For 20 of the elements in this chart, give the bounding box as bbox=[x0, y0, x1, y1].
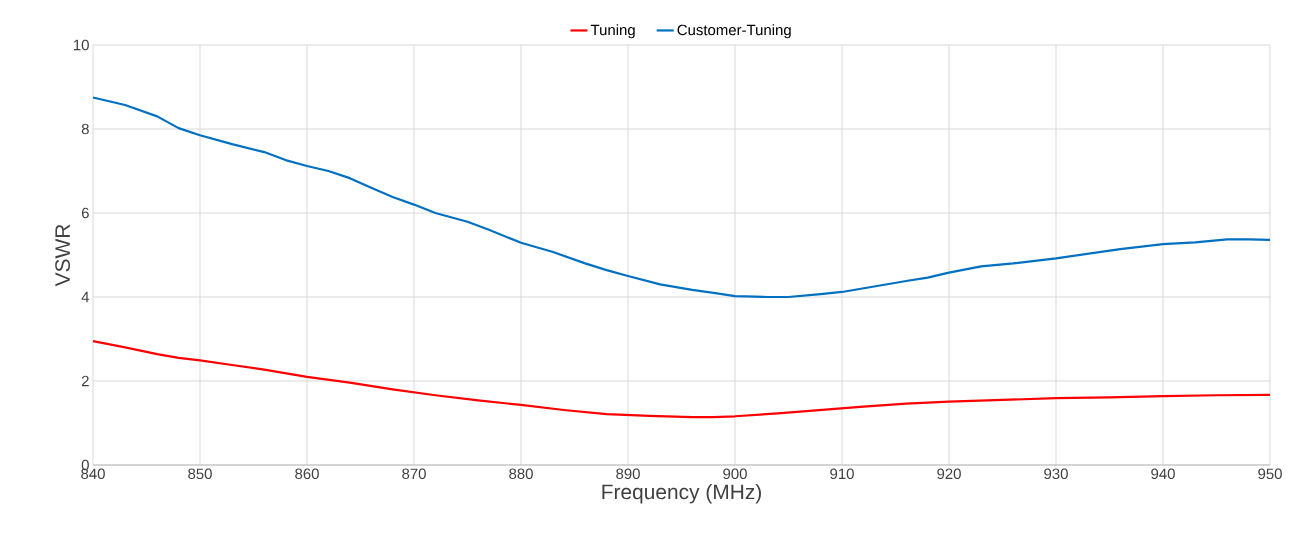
x-tick-label: 850 bbox=[188, 468, 212, 480]
legend-label: Customer-Tuning bbox=[677, 24, 791, 39]
legend-label: Tuning bbox=[590, 24, 635, 39]
x-tick-label: 930 bbox=[1044, 468, 1068, 480]
x-axis-title: Frequency (MHz) bbox=[602, 483, 761, 504]
x-tick-label: 950 bbox=[1258, 468, 1282, 480]
y-tick-label: 4 bbox=[81, 291, 90, 303]
x-tick-label: 890 bbox=[616, 468, 640, 480]
x-tick-label: 900 bbox=[723, 468, 747, 480]
x-tick-label: 940 bbox=[1151, 468, 1175, 480]
x-tick-label: 910 bbox=[830, 468, 854, 480]
x-tick-label: 870 bbox=[402, 468, 426, 480]
y-tick-label: 6 bbox=[81, 207, 89, 219]
y-axis-title: VSWR bbox=[55, 224, 70, 287]
y-tick-label: 10 bbox=[74, 39, 89, 51]
x-tick-label: 880 bbox=[509, 468, 533, 480]
y-tick-label: 2 bbox=[81, 375, 89, 387]
x-tick-label: 860 bbox=[295, 468, 319, 480]
y-tick-label: 8 bbox=[81, 123, 89, 135]
x-tick-label: 920 bbox=[937, 468, 961, 480]
